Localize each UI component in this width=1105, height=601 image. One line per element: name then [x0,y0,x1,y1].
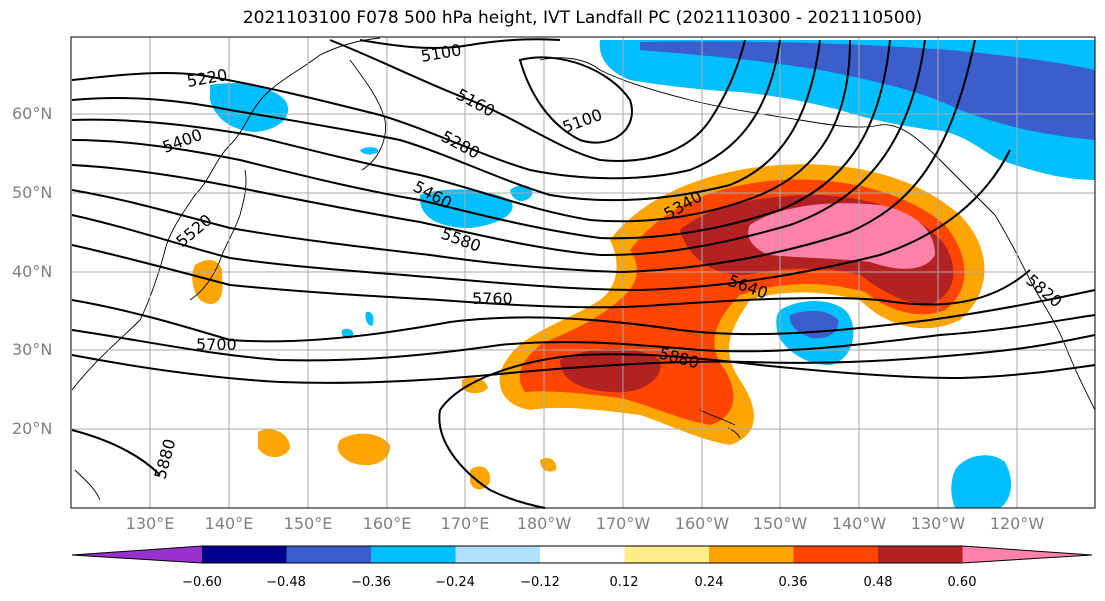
contour-5820 [71,334,1096,384]
contour-5580 [71,149,1011,292]
colorbar-segments [72,546,1092,563]
pc-negative-southeast [951,455,1012,508]
lon-label: 130°E [125,514,175,533]
colorbar-tick-label: 0.36 [778,575,808,590]
contour-5340 [71,39,851,223]
lon-label: 150°E [283,514,333,533]
pc-positive-small-4 [470,466,491,490]
lon-label: 140°E [204,514,254,533]
lon-label: 160°W [674,514,730,533]
lat-label: 40°N [12,262,53,281]
lon-label: 180°W [516,514,572,533]
lon-label: 170°E [440,514,490,533]
pc-positive-small-3 [462,377,488,394]
contour-5100-b [518,56,633,144]
contour-label: 5760 [472,289,513,308]
contour-5700 [71,289,1096,343]
contour-5100-a [359,38,561,49]
colorbar-segment [709,546,794,563]
colorbar-segment [878,546,963,563]
colorbar-extend-min [72,546,202,563]
pc-negative-small-1 [360,147,379,155]
colorbar-segment [455,546,541,563]
north-america-west [994,214,1096,411]
map-frame [70,36,1096,509]
contour-5640 [71,244,1031,309]
pc-negative-aleutian [419,189,513,228]
colorbar-tick-label: −0.60 [182,575,222,590]
coastlines [71,37,1096,501]
lon-label: 150°W [752,514,808,533]
asia-coast [71,37,381,391]
contour-label: 5700 [196,335,237,354]
colorbar-tick-label: −0.12 [520,575,560,590]
colorbar-tick-label: −0.48 [266,575,306,590]
contour-5520 [71,39,976,274]
contour-5220 [71,39,781,180]
lon-label: 120°W [989,514,1045,533]
negative-anomaly-shading [210,40,1095,508]
pc-negative-small-2 [365,311,374,326]
colorbar-tick-label: 0.24 [694,575,724,590]
lat-label: 50°N [12,183,53,202]
lon-label: 140°W [831,514,887,533]
colorbar-segment [371,546,456,563]
contour-5880-a [439,353,1096,411]
pc-negative-kamchatka [210,83,289,132]
colorbar-tick-label: 0.48 [863,575,893,590]
contour-5880-c [438,409,546,509]
lat-label: 20°N [12,419,53,438]
contour-5880-b [71,429,161,476]
lon-label: 170°W [595,514,651,533]
colorbar-tick-label: 0.60 [947,575,977,590]
pc-negative-alaska-mid [640,41,1095,140]
pc-positive-subtropical [560,348,661,393]
lat-label: 60°N [12,104,53,123]
colorbar-tick-label: 0.12 [609,575,639,590]
colorbar-tick-label: −0.36 [351,575,391,590]
kamchatka [349,59,386,171]
colorbar-segment [540,546,625,563]
colorbar-segment [793,546,879,563]
alaska-coast [539,57,996,216]
lon-label: 160°E [362,514,412,533]
lon-label: 130°W [910,514,966,533]
colorbar-tick-label: −0.24 [435,575,475,590]
contour-5280 [71,39,821,202]
contour-5460 [71,39,926,257]
colorbar-segment [286,546,372,563]
pc-positive-small-2 [337,433,391,466]
map-title: 2021103100 F078 500 hPa height, IVT Land… [242,8,923,28]
colorbar-segment [202,546,287,563]
gridlines [72,37,1095,508]
contour-5160 [329,39,746,162]
colorbar-segment [624,546,710,563]
lat-label: 30°N [12,340,53,359]
contour-5760 [71,314,1096,362]
contour-5400 [71,39,891,240]
colorbar-extend-max [962,546,1092,563]
height-contours [71,38,1096,509]
pc-positive-small-1 [258,429,290,457]
philippines [74,469,101,501]
colorbar-outline [71,545,1093,564]
